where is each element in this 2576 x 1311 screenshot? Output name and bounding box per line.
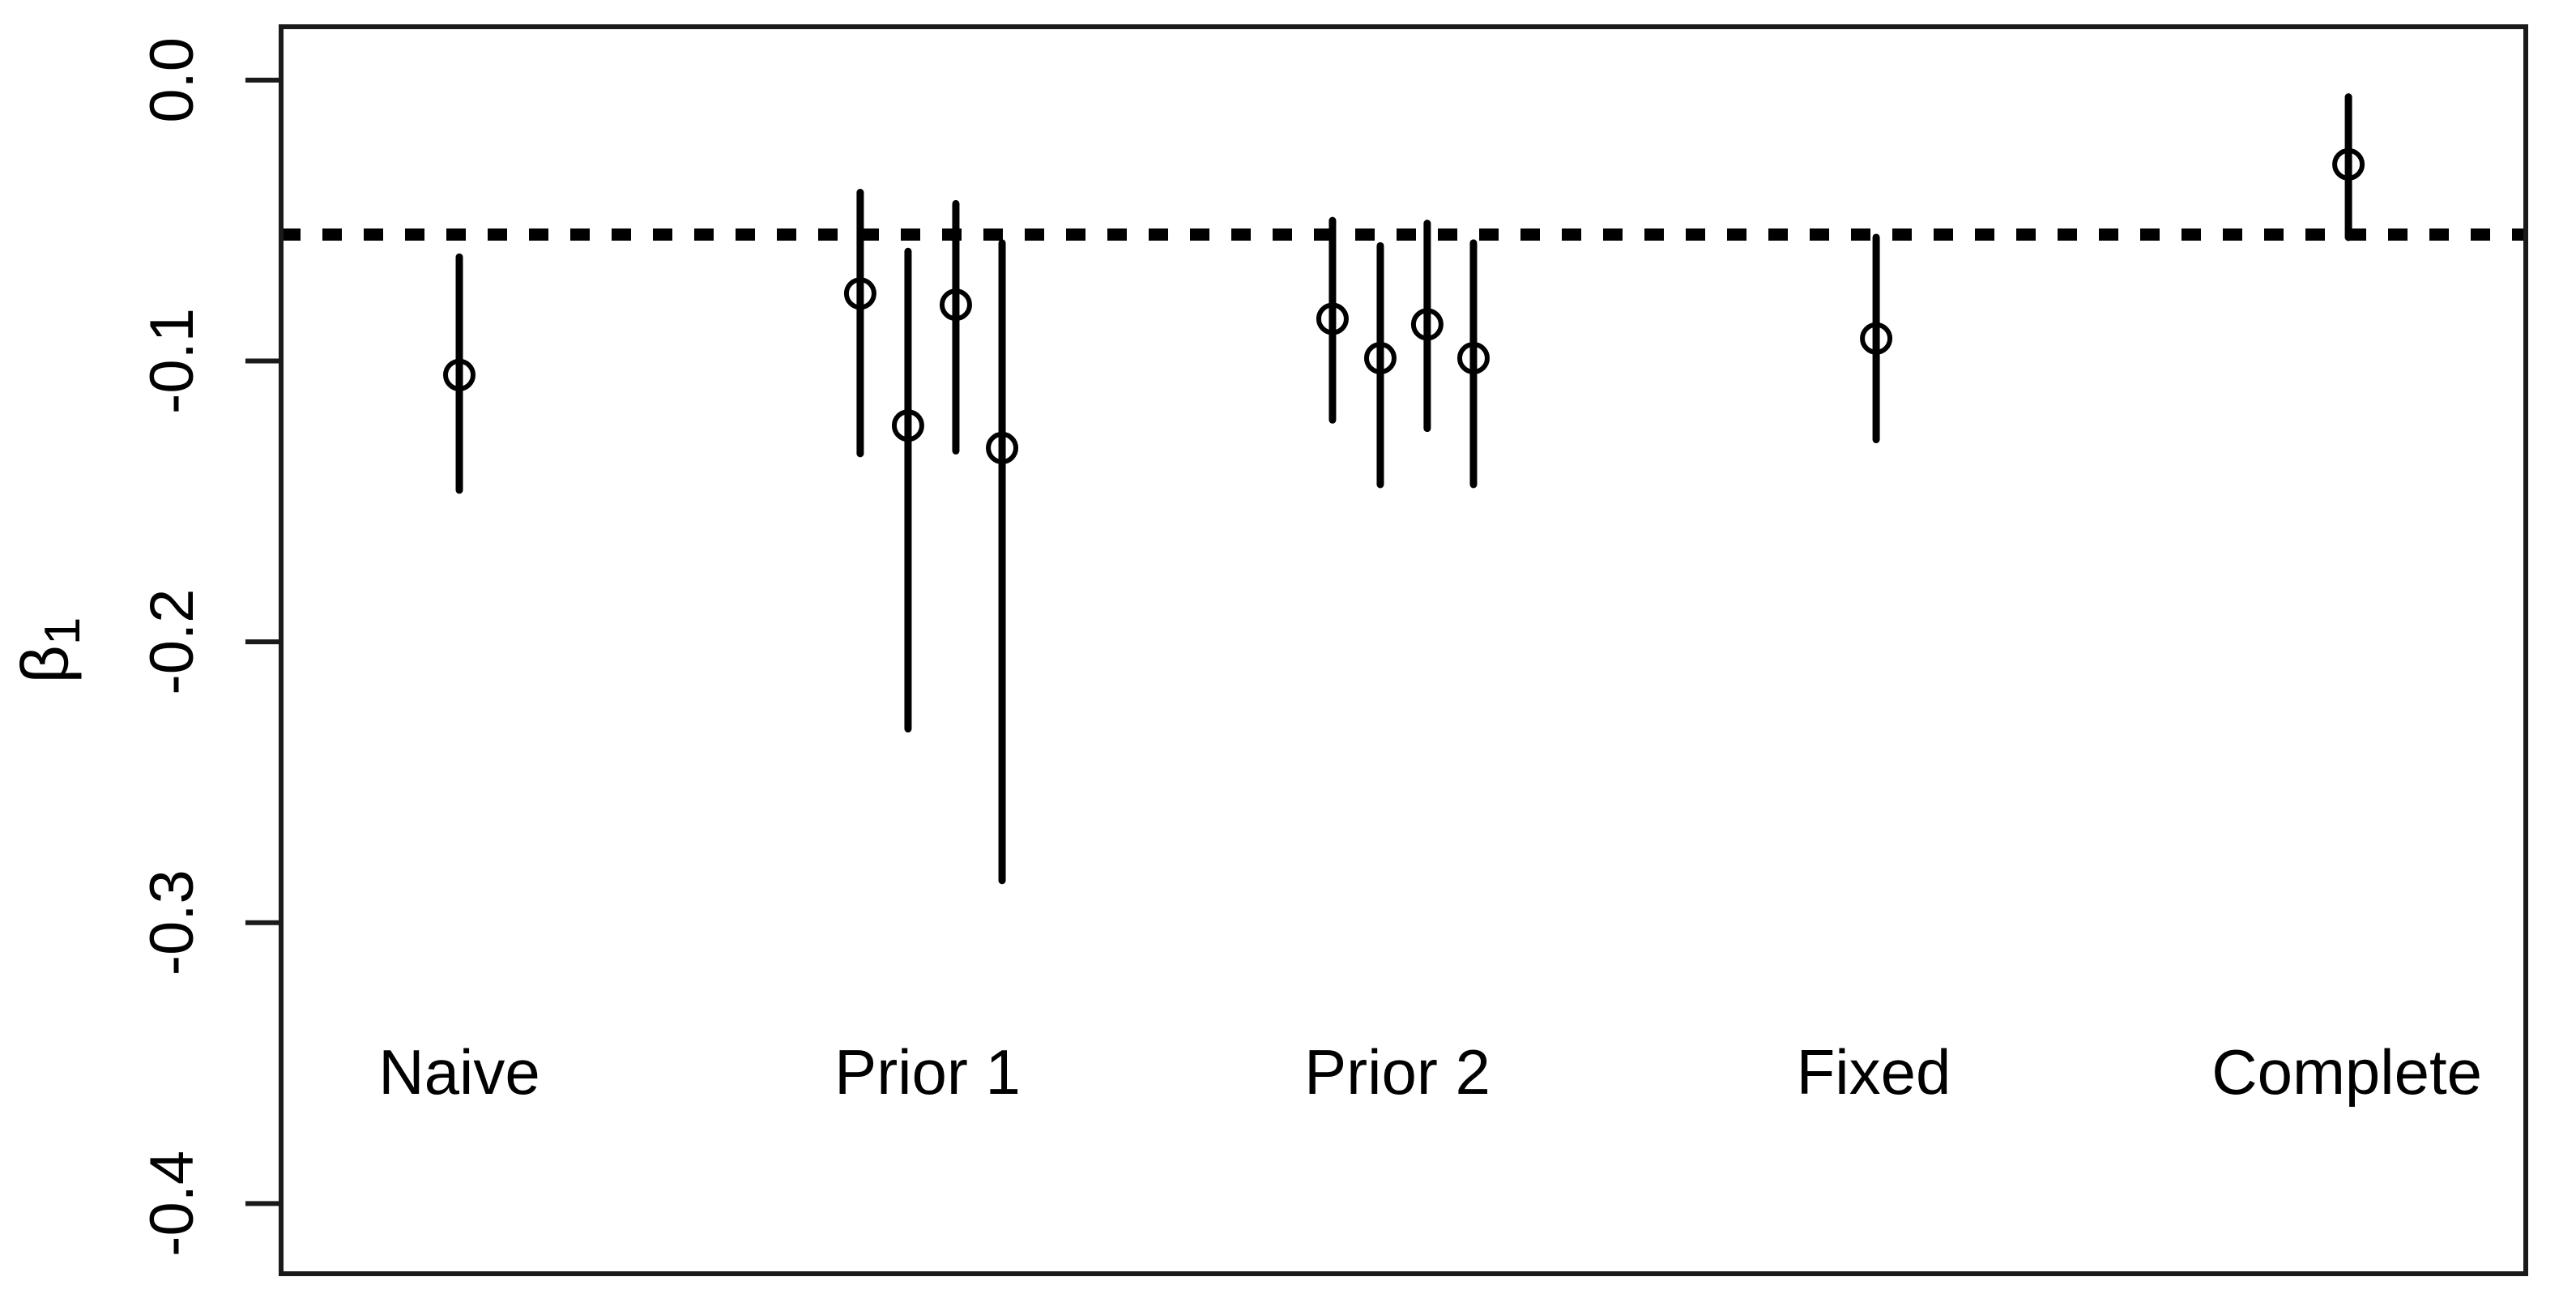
pointrange-1-0 xyxy=(843,189,876,458)
y-axis-title: β1 xyxy=(9,617,92,684)
point-marker xyxy=(443,358,476,391)
y-axis-tick-label: 0.0 xyxy=(138,37,207,123)
y-axis-tick-label: -0.1 xyxy=(138,308,207,414)
category-label: Complete xyxy=(2211,1036,2482,1108)
point-marker xyxy=(1363,342,1397,375)
pointrange-3-0 xyxy=(1860,233,1893,444)
pointrange-0-0 xyxy=(443,253,476,494)
pointrange-2-3 xyxy=(1456,239,1490,489)
pointrange-4-0 xyxy=(2332,93,2365,241)
point-marker xyxy=(1410,308,1444,341)
y-axis-tick-label: -0.4 xyxy=(138,1151,207,1257)
point-marker xyxy=(891,409,924,442)
category-label: Naive xyxy=(378,1036,540,1108)
pointrange-2-1 xyxy=(1363,241,1397,489)
y-axis-tick-label: -0.3 xyxy=(138,869,207,976)
pointrange-2-2 xyxy=(1410,220,1444,433)
point-marker xyxy=(843,277,876,310)
point-marker xyxy=(939,288,972,322)
plot-frame xyxy=(279,24,2528,1276)
point-marker xyxy=(1456,342,1490,375)
pointrange-2-0 xyxy=(1316,216,1349,424)
pointrange-1-1 xyxy=(891,247,924,733)
pointrange-1-3 xyxy=(986,239,1019,885)
point-marker xyxy=(1316,302,1349,335)
point-marker xyxy=(986,431,1019,464)
y-axis-tick-label: -0.2 xyxy=(138,589,207,695)
point-marker xyxy=(2332,147,2365,181)
category-label: Prior 2 xyxy=(1304,1036,1491,1108)
category-label: Prior 1 xyxy=(834,1036,1021,1108)
pointrange-1-2 xyxy=(939,199,972,455)
point-marker xyxy=(1860,322,1893,355)
category-label: Fixed xyxy=(1797,1036,1951,1108)
